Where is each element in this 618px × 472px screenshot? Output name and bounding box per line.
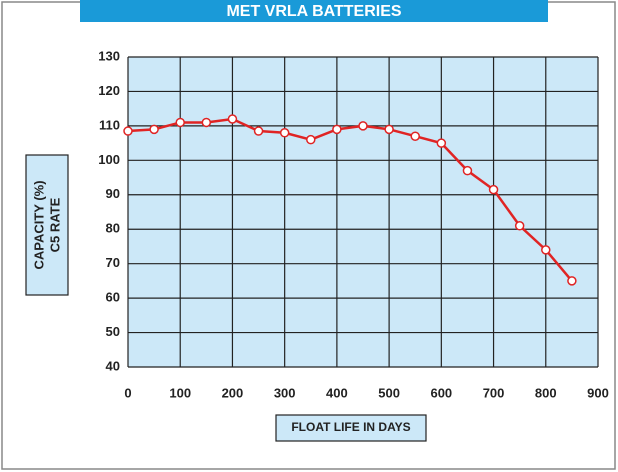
y-tick-label: 50	[106, 324, 120, 339]
y-tick-label: 100	[98, 152, 120, 167]
y-axis-label: C5 RATE	[47, 197, 62, 252]
x-tick-label: 600	[430, 385, 452, 400]
x-tick-label: 700	[483, 385, 505, 400]
x-tick-label: 800	[535, 385, 557, 400]
y-axis-label: CAPACITY (%)	[31, 180, 46, 269]
chart-title: MET VRLA BATTERIES	[226, 3, 401, 20]
data-point	[332, 124, 342, 135]
y-tick-label: 90	[106, 186, 120, 201]
data-point	[306, 134, 316, 145]
x-tick-label: 200	[222, 385, 244, 400]
data-point	[253, 126, 264, 136]
y-tick-label: 40	[106, 358, 120, 373]
title-banner	[80, 0, 548, 22]
data-point	[567, 276, 577, 286]
y-label-box	[25, 154, 69, 296]
data-point	[358, 121, 368, 131]
x-tick-label: 100	[169, 385, 191, 400]
data-point	[410, 131, 420, 141]
x-tick-label: 0	[124, 385, 131, 400]
x-label-box	[275, 414, 427, 442]
data-point	[436, 138, 447, 148]
y-tick-label: 70	[106, 255, 120, 270]
data-point	[384, 124, 394, 135]
data-point	[541, 245, 551, 255]
y-tick-label: 80	[106, 221, 120, 236]
data-point	[227, 114, 238, 124]
plot-area	[128, 57, 598, 367]
y-tick-label: 130	[98, 48, 120, 63]
data-point	[123, 126, 133, 136]
y-tick-label: 120	[98, 83, 120, 98]
x-axis-label: FLOAT LIFE IN DAYS	[291, 420, 410, 434]
data-point	[462, 165, 473, 176]
data-point	[175, 117, 185, 128]
x-tick-label: 500	[378, 385, 400, 400]
data-point	[279, 128, 290, 138]
x-tick-label: 400	[326, 385, 348, 400]
data-point	[201, 117, 212, 128]
data-point	[488, 184, 499, 195]
x-tick-label: 300	[274, 385, 296, 400]
x-tick-label: 900	[587, 385, 609, 400]
y-tick-label: 110	[99, 117, 120, 132]
y-tick-label: 60	[106, 290, 120, 305]
data-point	[149, 124, 159, 135]
data-point	[514, 221, 525, 231]
